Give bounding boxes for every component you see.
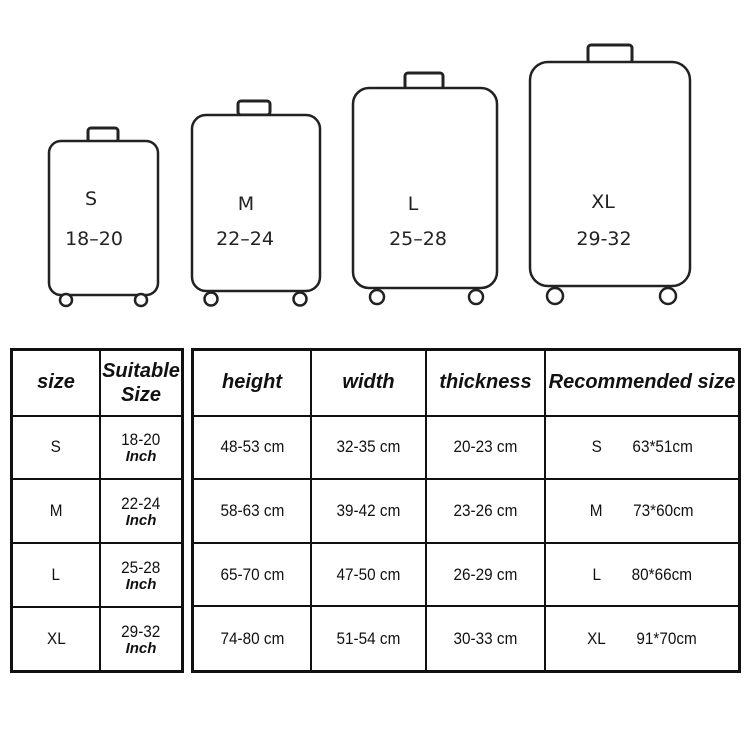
suitcase-range-label: 22–24 xyxy=(216,228,274,250)
table-row: XL 29-32 Inch xyxy=(10,605,184,673)
thickness-cell: 30-33 cm xyxy=(453,628,518,648)
thickness-cell: 20-23 cm xyxy=(453,437,518,457)
suitcase-range-label: 18–20 xyxy=(65,228,123,250)
thickness-cell: 26-29 cm xyxy=(453,564,518,584)
rec-dims-cell: 63*51cm xyxy=(632,437,693,457)
suitable-size-table: size Suitable Size S 18-20 Inch M 22-24 In… xyxy=(10,348,184,673)
height-cell: 48-53 cm xyxy=(220,437,284,457)
suitcase-size-label: M xyxy=(237,193,255,215)
table-row: M 22-24 Inch xyxy=(10,478,184,545)
rec-size-cell: XL xyxy=(587,628,606,648)
unit-label: Inch xyxy=(125,639,157,657)
rec-size-cell: S xyxy=(591,437,602,457)
rec-dims-cell: 91*70cm xyxy=(636,628,697,648)
unit-label: Inch xyxy=(125,575,157,593)
suitcase-size-label: S xyxy=(84,188,98,210)
rec-dims-cell: 73*60cm xyxy=(633,500,694,520)
suitcase-icon-m xyxy=(190,99,322,307)
header-thickness: thickness xyxy=(425,348,546,417)
header-suitable-size: Suitable Size xyxy=(99,348,184,417)
suitcase-icon-l xyxy=(351,71,499,306)
height-cell: 58-63 cm xyxy=(220,500,284,520)
size-cell: S xyxy=(50,437,62,457)
unit-label: Inch xyxy=(125,512,157,530)
table-row: S 18-20 Inch xyxy=(10,414,184,481)
suitcase-icon-s xyxy=(47,126,160,308)
header-width: width xyxy=(310,348,427,417)
height-cell: 65-70 cm xyxy=(220,564,284,584)
suitcase-size-label: XL xyxy=(591,191,615,213)
size-cell: XL xyxy=(46,628,66,648)
width-cell: 47-50 cm xyxy=(336,564,401,584)
suitcase-range-label: 25–28 xyxy=(389,228,447,250)
width-cell: 39-42 cm xyxy=(336,500,401,520)
unit-label: Inch xyxy=(125,448,157,466)
height-cell: 74-80 cm xyxy=(220,628,284,648)
rec-size-cell: M xyxy=(590,500,603,520)
range-cell: 29-32 xyxy=(121,621,161,641)
range-cell: 18-20 xyxy=(121,430,161,450)
header-height: height xyxy=(191,348,312,417)
table-row: L 25-28 Inch xyxy=(10,542,184,608)
dimensions-table: height width thickness Recommended size … xyxy=(191,348,741,673)
rec-size-cell: L xyxy=(592,564,601,584)
thickness-cell: 23-26 cm xyxy=(453,500,518,520)
table-row: 48-53 cm 32-35 cm 20-23 cm S 63*51cm xyxy=(191,414,741,481)
table-row: 74-80 cm 51-54 cm 30-33 cm XL 91*70cm xyxy=(191,605,741,673)
size-cell: L xyxy=(51,564,61,584)
table-row: 58-63 cm 39-42 cm 23-26 cm M 73*60cm xyxy=(191,478,741,544)
width-cell: 51-54 cm xyxy=(336,628,401,648)
table-row: 65-70 cm 47-50 cm 26-29 cm L 80*66cm xyxy=(191,541,741,608)
width-cell: 32-35 cm xyxy=(336,437,401,457)
header-size: size xyxy=(10,348,101,417)
suitcase-size-label: L xyxy=(407,193,419,215)
range-cell: 22-24 xyxy=(121,494,161,514)
header-recommended-size: Recommended size xyxy=(544,348,741,417)
suitcase-icon-xl xyxy=(528,43,692,306)
suitcase-illustrations xyxy=(47,43,692,308)
suitcase-range-label: 29-32 xyxy=(576,228,632,250)
range-cell: 25-28 xyxy=(121,557,161,577)
size-cell: M xyxy=(49,501,63,521)
rec-dims-cell: 80*66cm xyxy=(631,564,692,584)
